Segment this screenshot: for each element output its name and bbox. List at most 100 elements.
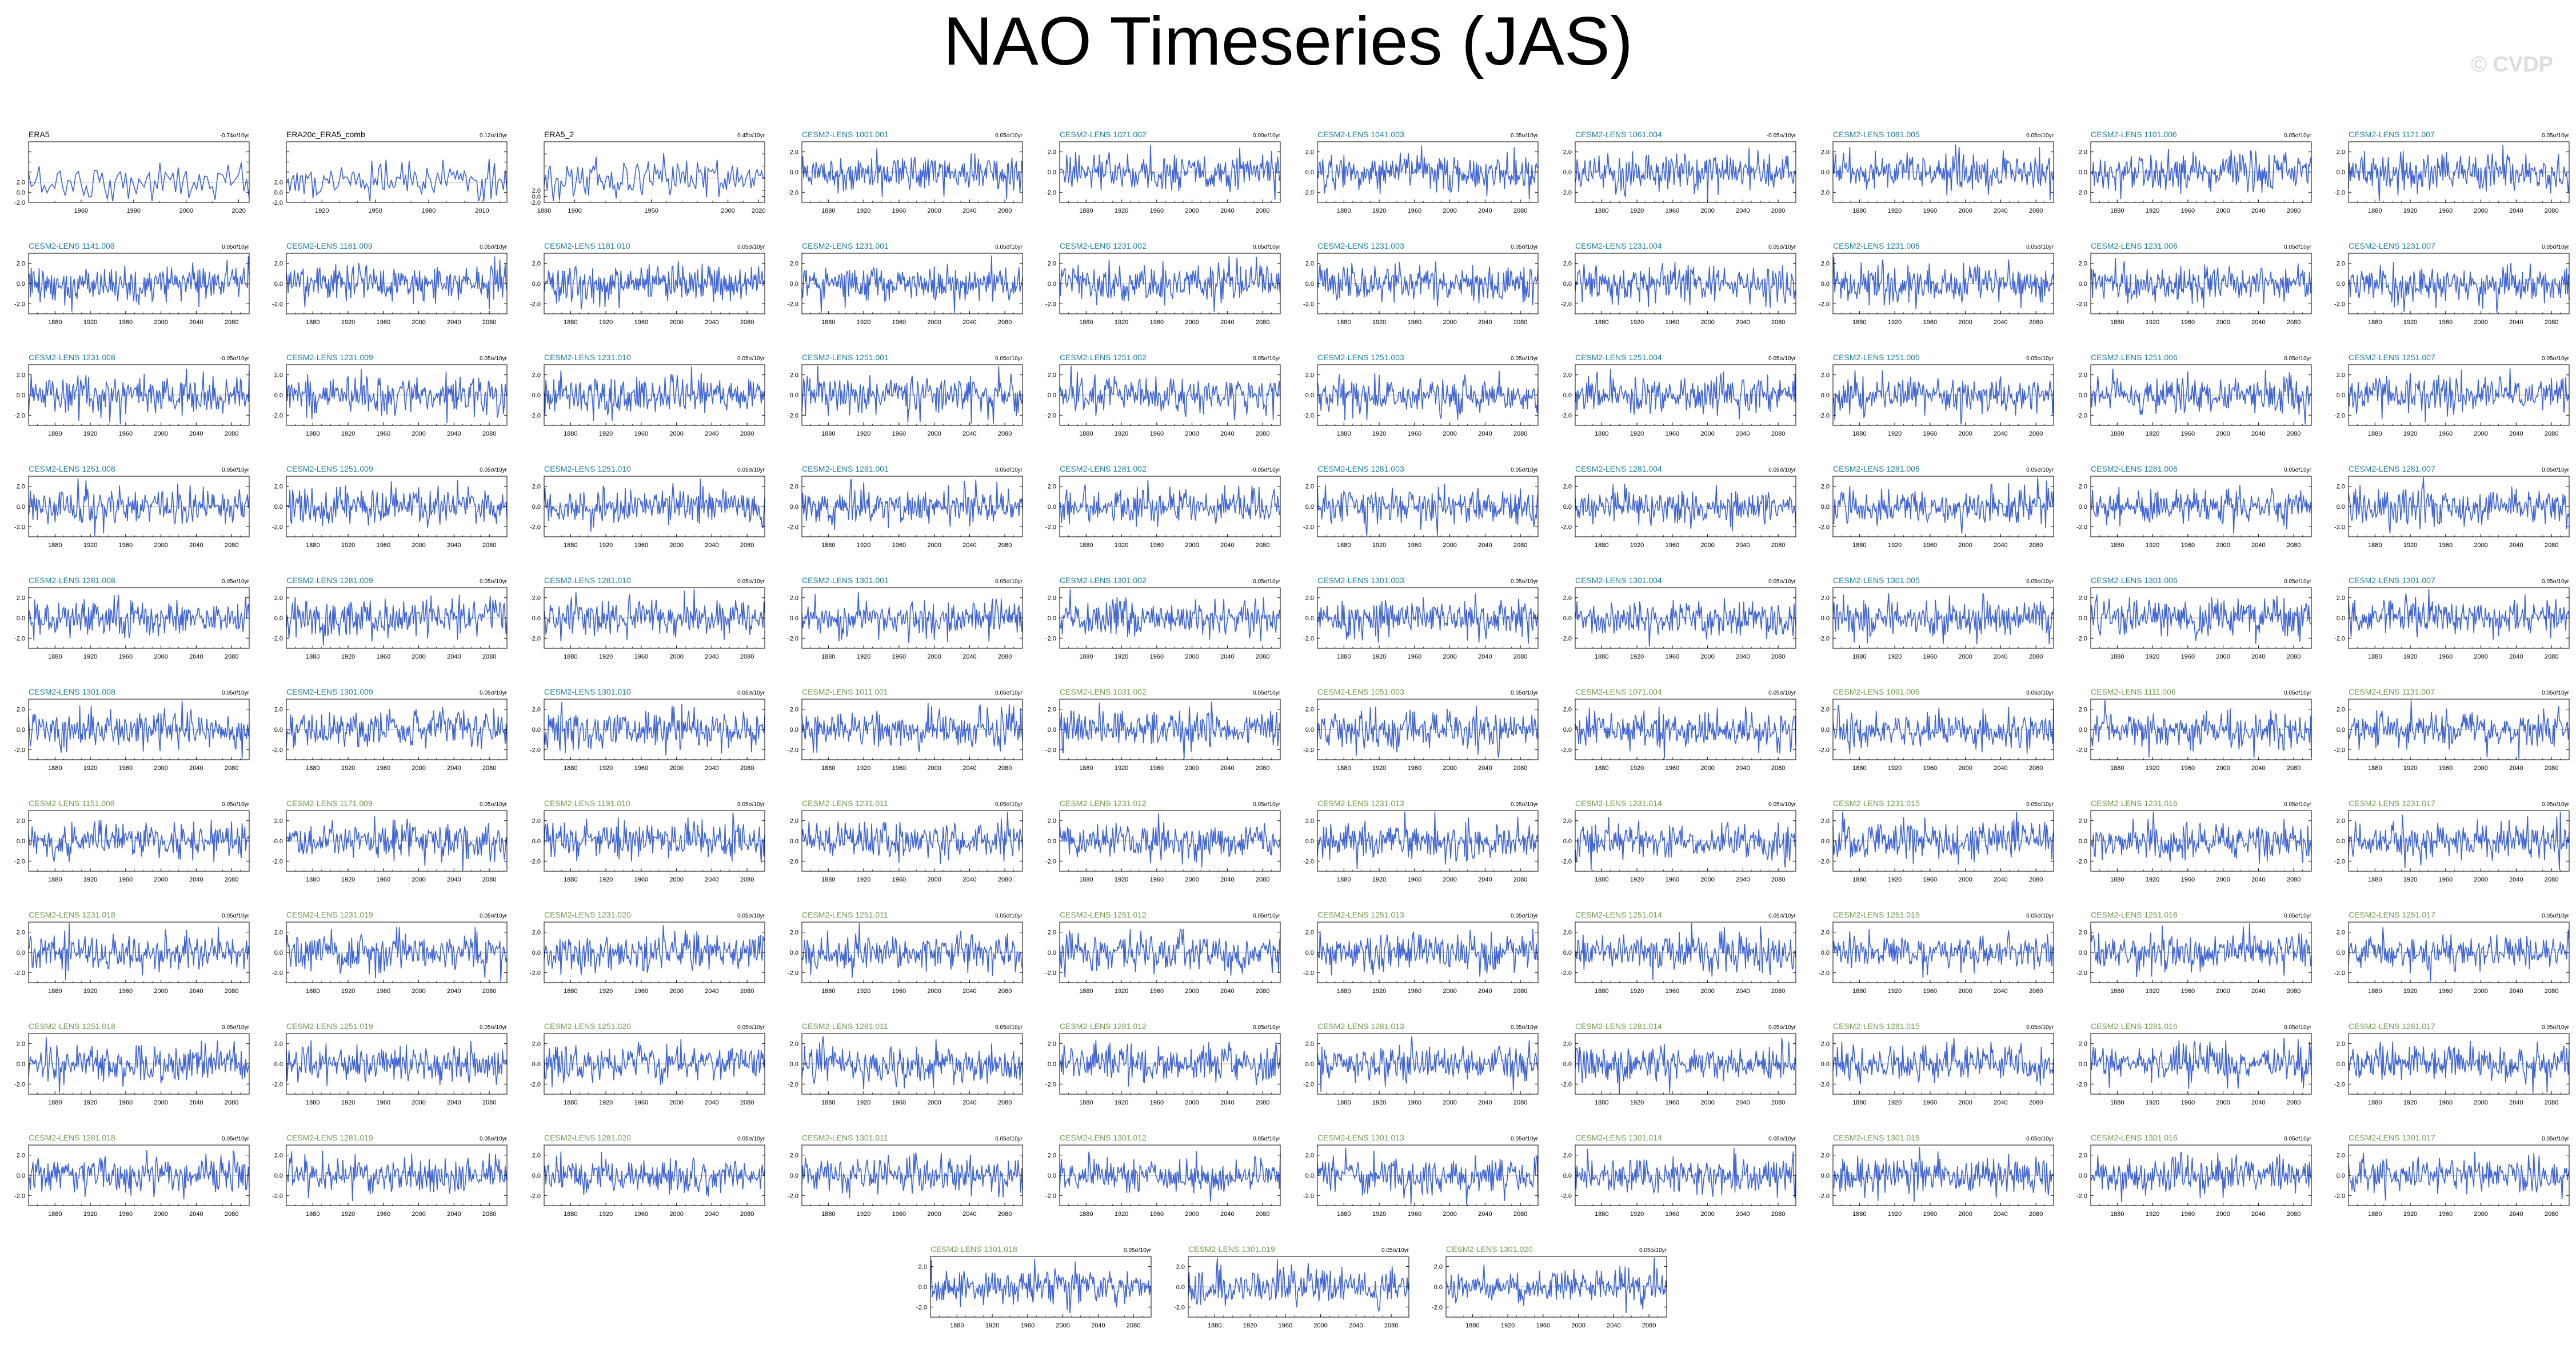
x-tick-label: 2040 — [1736, 876, 1750, 883]
x-tick-label: 1920 — [1630, 988, 1644, 995]
y-tick-label: 0.0 — [1305, 950, 1314, 956]
x-tick-label: 2000 — [154, 430, 167, 437]
x-tick-label: 2040 — [1478, 1099, 1492, 1106]
x-tick-label: 1960 — [119, 876, 133, 883]
x-tick-label: 1920 — [1372, 1099, 1386, 1106]
x-tick-label: 1960 — [892, 653, 906, 660]
y-tick-label: 0.0 — [17, 1172, 25, 1179]
x-tick-label: 2080 — [2545, 430, 2558, 437]
x-tick-label: 2080 — [2287, 988, 2301, 995]
x-tick-label: 1960 — [1408, 1099, 1421, 1106]
y-tick-label: 0.0 — [274, 504, 283, 511]
chart-panel: CESM2-LENS 1251.011 0.05σ/10yr 1880 1920 196… — [788, 910, 1023, 995]
x-tick-label: 1880 — [564, 430, 577, 437]
panel-title: CESM2-LENS 1231.020 — [544, 910, 631, 919]
y-tick-label: 0.0 — [1305, 281, 1314, 288]
x-tick-label: 1880 — [306, 765, 319, 772]
x-tick-label: 2040 — [705, 876, 718, 883]
x-tick-label: 2040 — [189, 430, 203, 437]
x-tick-label: 2000 — [1443, 542, 1456, 549]
x-tick-label: 2000 — [1958, 319, 1972, 326]
x-tick-label: 2080 — [482, 653, 496, 660]
x-tick-label: 2040 — [189, 765, 203, 772]
x-tick-label: 1960 — [634, 319, 648, 326]
x-tick-label: 1920 — [857, 430, 870, 437]
x-tick-label: 2080 — [1771, 319, 1785, 326]
y-tick-label: -2.0 — [530, 1081, 541, 1088]
x-tick-label: 2000 — [927, 208, 941, 214]
chart-panel: CESM2-LENS 1281.006 0.05σ/10yr 1880 1920 196… — [2076, 464, 2312, 549]
y-tick-label: 2.0 — [1563, 261, 1572, 268]
panel-title: CESM2-LENS 1231.004 — [1575, 241, 1662, 250]
panel-title: CESM2-LENS 1251.004 — [1575, 353, 1662, 362]
x-tick-label: 1880 — [1337, 208, 1351, 214]
y-tick-label: -2.0 — [1303, 412, 1314, 419]
panel-trend: 0.05σ/10yr — [480, 467, 508, 473]
panel-title: CESM2-LENS 1191.010 — [544, 799, 630, 808]
panel-title: CESM2-LENS 1231.009 — [286, 353, 373, 362]
chart-panel: CESM2-LENS 1301.012 0.05σ/10yr 1880 1920 196… — [1045, 1133, 1281, 1218]
y-tick-label: -2.0 — [1303, 189, 1314, 196]
y-tick-label: 2.0 — [2079, 818, 2087, 825]
x-tick-label: 1920 — [2146, 1099, 2159, 1106]
y-tick-label: 0.0 — [1821, 615, 1830, 622]
x-tick-label: 2080 — [2287, 876, 2301, 883]
x-tick-label: 1920 — [2146, 319, 2159, 326]
x-tick-label: 1920 — [341, 653, 355, 660]
x-tick-label: 2000 — [927, 653, 941, 660]
y-tick-label: -2.0 — [1045, 1081, 1056, 1088]
x-tick-label: 2040 — [189, 988, 203, 995]
panel-title: CESM2-LENS 1251.007 — [2349, 353, 2435, 362]
x-tick-label: 2040 — [2251, 319, 2265, 326]
series-line — [1317, 145, 1539, 200]
x-tick-label: 1880 — [1337, 319, 1351, 326]
x-tick-label: 1880 — [821, 319, 835, 326]
x-tick-label: 2080 — [482, 988, 496, 995]
y-tick-label: 0.0 — [1305, 1061, 1314, 1068]
chart-panel: CESM2-LENS 1301.002 0.05σ/10yr 1880 1920 196… — [1045, 576, 1281, 660]
x-tick-label: 2080 — [2545, 208, 2558, 214]
x-tick-label: 1920 — [83, 765, 97, 772]
y-tick-label: 0.0 — [1305, 727, 1314, 733]
x-tick-label: 1920 — [2146, 876, 2159, 883]
x-tick-label: 1920 — [2146, 988, 2159, 995]
panel-title: CESM2-LENS 1301.005 — [1833, 576, 1920, 585]
y-tick-label: -2.0 — [530, 858, 541, 865]
x-tick-label: 2000 — [927, 1099, 941, 1106]
x-tick-label: 1880 — [2368, 319, 2382, 326]
y-tick-label: 2.0 — [17, 1041, 25, 1048]
y-tick-label: -2.0 — [2334, 301, 2345, 308]
x-tick-label: 1960 — [892, 876, 906, 883]
panel-title: CESM2-LENS 1141.008 — [29, 241, 115, 250]
x-tick-label: 1920 — [599, 1099, 613, 1106]
y-tick-label: -2.0 — [1303, 301, 1314, 308]
chart-panel: CESM2-LENS 1231.018 0.05σ/10yr 1880 1920 196… — [14, 910, 250, 995]
series-line — [801, 1036, 1023, 1090]
panel-title: CESM2-LENS 1071.004 — [1575, 687, 1662, 696]
x-tick-label: 1920 — [341, 542, 355, 549]
panel-title: CESM2-LENS 1281.003 — [1317, 464, 1404, 473]
x-tick-label: 1920 — [2146, 208, 2159, 214]
x-tick-label: 2000 — [1185, 1099, 1199, 1106]
x-tick-label: 2040 — [1478, 542, 1492, 549]
panel-trend: 0.05σ/10yr — [480, 244, 508, 250]
x-tick-label: 2040 — [1478, 876, 1492, 883]
panel-trend: 0.05σ/10yr — [480, 1024, 508, 1031]
y-tick-label: 0.0 — [1048, 169, 1056, 176]
y-tick-label: 2.0 — [17, 484, 25, 490]
panel-trend: 0.05σ/10yr — [1511, 467, 1539, 473]
x-tick-label: 1880 — [48, 876, 62, 883]
panel-title: CESM2-LENS 1301.007 — [2349, 576, 2435, 585]
y-tick-label: 2.0 — [790, 484, 798, 490]
x-tick-label: 1960 — [377, 988, 390, 995]
x-tick-label: 1880 — [1079, 653, 1093, 660]
x-tick-label: 2080 — [2287, 653, 2301, 660]
y-tick-label: 0.0 — [2337, 950, 2345, 956]
x-tick-label: 2000 — [1443, 208, 1456, 214]
panel-trend: 0.05σ/10yr — [2284, 913, 2312, 919]
panel-trend: 0.05σ/10yr — [2026, 1024, 2054, 1031]
chart-panel: CESM2-LENS 1281.007 0.05σ/10yr 1880 1920 196… — [2334, 464, 2570, 549]
chart-panel: CESM2-LENS 1071.004 0.05σ/10yr 1880 1920 196… — [1561, 687, 1796, 772]
panel-trend: 0.05σ/10yr — [1253, 690, 1281, 696]
x-tick-label: 2040 — [1994, 208, 2007, 214]
